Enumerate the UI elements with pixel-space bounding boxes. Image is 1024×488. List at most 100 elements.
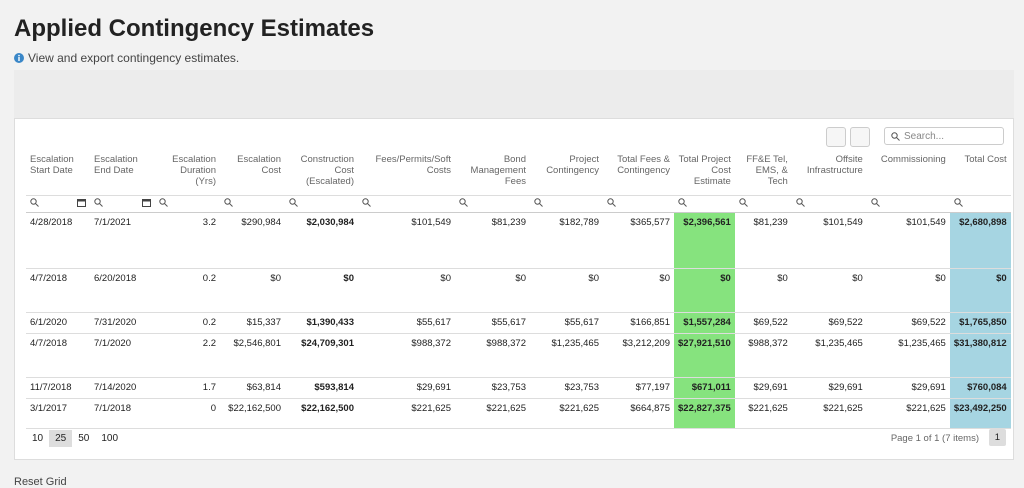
- cell: 0: [155, 398, 220, 429]
- cell: $24,709,301: [285, 333, 358, 378]
- cell: $221,625: [358, 398, 455, 429]
- filter-cell[interactable]: [155, 195, 220, 213]
- column-header[interactable]: Project Contingency: [530, 150, 603, 196]
- filter-cell[interactable]: [455, 195, 530, 213]
- cell: 2.2: [155, 333, 220, 378]
- page-title: Applied Contingency Estimates: [14, 15, 375, 42]
- cell: $0: [866, 268, 950, 313]
- page-size[interactable]: 25: [49, 430, 73, 447]
- filter-cell[interactable]: [603, 195, 674, 213]
- cell: $0: [791, 268, 867, 313]
- filter-cell[interactable]: [866, 195, 950, 213]
- cell: $221,625: [455, 398, 530, 429]
- column-header[interactable]: Total Project Cost Estimate: [674, 150, 735, 196]
- page-button[interactable]: 1: [988, 429, 1006, 446]
- filter-cell[interactable]: [674, 195, 735, 213]
- cell: $1,765,850: [949, 312, 1011, 334]
- cell: $1,235,465: [791, 333, 867, 378]
- cell: $81,239: [734, 212, 792, 269]
- page-sizes: 10 25 50 100: [26, 430, 124, 447]
- column-chooser[interactable]: [826, 127, 846, 147]
- cell: $0: [358, 268, 455, 313]
- cell: $166,851: [603, 312, 674, 334]
- column-header[interactable]: Total Cost: [949, 150, 1011, 196]
- cell: $988,372: [455, 333, 530, 378]
- column-header[interactable]: Escalation End Date: [90, 150, 155, 196]
- cell: 3/1/2017: [26, 398, 90, 429]
- cell: $27,921,510: [674, 333, 735, 378]
- column-header[interactable]: Escalation Cost: [220, 150, 285, 196]
- cell: $29,691: [791, 377, 867, 399]
- search-icon: [891, 131, 900, 141]
- cell: $55,617: [530, 312, 603, 334]
- cell: $1,390,433: [285, 312, 358, 334]
- export-excel[interactable]: [850, 127, 870, 147]
- filter-cell[interactable]: [734, 195, 792, 213]
- cell: $69,522: [866, 312, 950, 334]
- column-header[interactable]: FF&E Tel, EMS, & Tech: [734, 150, 792, 196]
- column-header[interactable]: Offsite Infrastructure: [791, 150, 867, 196]
- page-size[interactable]: 100: [101, 433, 119, 444]
- cell: 11/7/2018: [26, 377, 90, 399]
- cell: $101,549: [791, 212, 867, 269]
- cell: $1,235,465: [530, 333, 603, 378]
- cell: $81,239: [455, 212, 530, 269]
- column-header[interactable]: Escalation Start Date: [26, 150, 90, 196]
- data-row: 11/7/2018 7/14/2020 1.7 $63,814 $593,814 $29,…: [26, 377, 1011, 399]
- filter-cell[interactable]: [26, 195, 90, 213]
- cell: $593,814: [285, 377, 358, 399]
- cell: $55,617: [358, 312, 455, 334]
- cell: 4/7/2018: [26, 333, 90, 378]
- cell: $101,549: [358, 212, 455, 269]
- cell: 4/28/2018: [26, 212, 90, 269]
- cell: 7/31/2020: [90, 312, 155, 334]
- cell: $0: [603, 268, 674, 313]
- filter-cell[interactable]: [285, 195, 358, 213]
- cell: $2,680,898: [949, 212, 1011, 269]
- cell: $1,557,284: [674, 312, 735, 334]
- cell: $221,625: [530, 398, 603, 429]
- cell: $31,380,812: [949, 333, 1011, 378]
- cell: $221,625: [734, 398, 792, 429]
- cell: $182,789: [530, 212, 603, 269]
- filter-row: [26, 195, 1011, 213]
- cell: $671,011: [674, 377, 735, 399]
- page-size[interactable]: 50: [78, 433, 90, 444]
- cell: 7/1/2020: [90, 333, 155, 378]
- data-row: 3/1/2017 7/1/2018 0 $22,162,500 $22,162,500 $…: [26, 398, 1011, 429]
- column-header[interactable]: Construction Cost (Escalated): [285, 150, 358, 196]
- filter-cell[interactable]: [791, 195, 867, 213]
- column-header[interactable]: Escalation Duration (Yrs): [155, 150, 220, 196]
- cell: $101,549: [866, 212, 950, 269]
- cell: $290,984: [220, 212, 285, 269]
- reset-grid[interactable]: Reset Grid: [14, 476, 67, 488]
- cell: $29,691: [866, 377, 950, 399]
- column-header[interactable]: Total Fees & Contingency: [603, 150, 674, 196]
- cell: 4/7/2018: [26, 268, 90, 313]
- data-row: 4/7/2018 7/1/2020 2.2 $2,546,801 $24,709,301…: [26, 333, 1011, 378]
- cell: $2,546,801: [220, 333, 285, 378]
- cell: $29,691: [358, 377, 455, 399]
- header-band: [14, 70, 1014, 118]
- cell: 6/20/2018: [90, 268, 155, 313]
- column-header[interactable]: Bond Management Fees: [455, 150, 530, 196]
- cell: $55,617: [455, 312, 530, 334]
- filter-cell[interactable]: [949, 195, 1011, 213]
- data-row: 6/1/2020 7/31/2020 0.2 $15,337 $1,390,433 $55…: [26, 312, 1011, 334]
- pager-info: Page 1 of 1 (7 items): [890, 433, 979, 444]
- column-header[interactable]: Commissioning: [866, 150, 950, 196]
- search-placeholder: Search...: [904, 130, 945, 142]
- cell: $0: [220, 268, 285, 313]
- filter-cell[interactable]: [90, 195, 155, 213]
- filter-cell[interactable]: [220, 195, 285, 213]
- column-header[interactable]: Fees/Permits/Soft Costs: [358, 150, 455, 196]
- info-icon: [14, 53, 24, 63]
- search-box[interactable]: Search...: [884, 127, 1004, 145]
- page-size[interactable]: 10: [32, 433, 44, 444]
- filter-cell[interactable]: [530, 195, 603, 213]
- cell: 0.2: [155, 312, 220, 334]
- cell: $3,212,209: [603, 333, 674, 378]
- filter-cell[interactable]: [358, 195, 455, 213]
- cell: $988,372: [734, 333, 792, 378]
